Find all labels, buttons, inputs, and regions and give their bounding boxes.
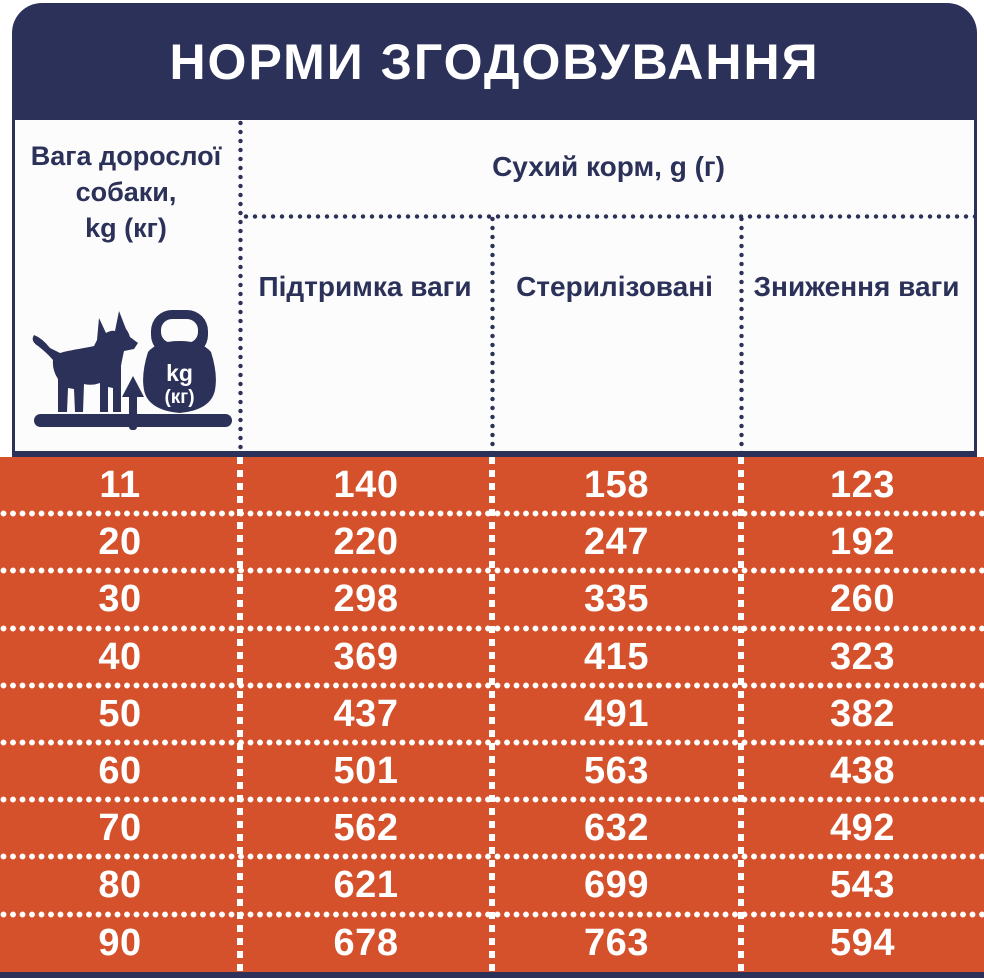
- weight-loss-value: 438: [830, 750, 895, 793]
- table-row: 80 621 699 543: [0, 857, 984, 918]
- weight-value: 11: [99, 464, 141, 507]
- feeding-values-table: 11 140 158 123 20 220 247 192 30 298 335…: [0, 457, 984, 972]
- kettlebell-kg-cyrillic-label: (кг): [164, 387, 194, 408]
- table-row: 20 220 247 192: [0, 514, 984, 575]
- dry-food-divider: [243, 214, 977, 219]
- kettlebell-kg-label: kg: [166, 360, 193, 386]
- weight-loss-value: 594: [830, 921, 895, 964]
- table-column-divider-3: [738, 457, 744, 972]
- kettlebell-icon: [143, 341, 216, 413]
- table-rows-container: 11 140 158 123 20 220 247 192 30 298 335…: [0, 457, 984, 972]
- weight-value: 90: [98, 921, 142, 964]
- sterilized-label: Стерилізовані: [516, 271, 713, 302]
- weight-header-line3: kg (кг): [85, 213, 167, 243]
- dog-icon: [32, 311, 138, 412]
- weight-value: 60: [98, 750, 142, 793]
- sterilized-value: 335: [584, 578, 649, 621]
- table-row: 90 678 763 594: [0, 915, 984, 972]
- sterilized-value: 247: [584, 521, 649, 564]
- table-header-section: Вага дорослої собаки, kg (кг) Сухий корм…: [12, 120, 977, 457]
- weight-value: 40: [98, 635, 142, 678]
- dry-food-label: Сухий корм, g (г): [492, 151, 725, 182]
- bottom-border: [0, 972, 984, 978]
- subcolumn-divider-1: [490, 216, 495, 451]
- dry-food-header-cell: Сухий корм, g (г): [240, 120, 977, 214]
- weight-header-line2: собаки,: [75, 177, 177, 207]
- weight-value: 30: [98, 578, 142, 621]
- weight-loss-label: Зниження ваги: [753, 271, 960, 302]
- weight-loss-value: 123: [830, 464, 895, 507]
- weight-column-divider: [238, 120, 243, 451]
- table-row: 70 562 632 492: [0, 800, 984, 861]
- table-row: 50 437 491 382: [0, 686, 984, 747]
- weight-loss-value: 492: [830, 807, 895, 850]
- header-bottom-border: [12, 451, 977, 457]
- sterilized-value: 563: [584, 750, 649, 793]
- title-bar: НОРМИ ЗГОДОВУВАННЯ: [12, 3, 977, 120]
- weight-loss-value: 260: [830, 578, 895, 621]
- table-column-divider-1: [237, 457, 243, 972]
- sterilized-value: 763: [584, 921, 649, 964]
- maintenance-value: 437: [333, 692, 399, 735]
- weight-loss-value: 382: [830, 692, 895, 735]
- weight-loss-value: 192: [830, 521, 895, 564]
- maintenance-value: 140: [333, 464, 399, 507]
- maintenance-value: 298: [333, 578, 399, 621]
- table-row: 40 369 415 323: [0, 629, 984, 689]
- maintenance-value: 621: [333, 864, 399, 907]
- sterilized-value: 158: [584, 464, 649, 507]
- weight-header-line1: Вага дорослої: [30, 141, 222, 171]
- sterilized-value: 415: [584, 635, 649, 678]
- weight-value: 50: [98, 692, 142, 735]
- column-header-sterilized: Стерилізовані: [490, 266, 739, 308]
- weight-value: 20: [98, 521, 142, 564]
- maintenance-value: 678: [333, 921, 399, 964]
- sterilized-value: 491: [584, 692, 649, 735]
- maintenance-value: 562: [333, 807, 399, 850]
- weight-value: 70: [98, 807, 142, 850]
- subcolumn-divider-2: [739, 216, 744, 451]
- maintenance-label: Підтримка ваги: [258, 271, 472, 302]
- column-header-maintenance: Підтримка ваги: [240, 266, 490, 308]
- maintenance-value: 369: [333, 635, 399, 678]
- header-right-border: [974, 120, 977, 457]
- table-row: 60 501 563 438: [0, 743, 984, 804]
- page-title: НОРМИ ЗГОДОВУВАННЯ: [169, 33, 820, 90]
- table-row: 30 298 335 260: [0, 571, 984, 632]
- column-header-weight-loss: Зниження ваги: [739, 266, 974, 308]
- weight-value: 80: [98, 864, 142, 907]
- header-left-border: [12, 120, 15, 457]
- dog-weight-scale-icon: kg (кг): [32, 310, 232, 430]
- sterilized-value: 699: [584, 864, 649, 907]
- sterilized-value: 632: [584, 807, 649, 850]
- maintenance-value: 501: [333, 750, 399, 793]
- maintenance-value: 220: [333, 521, 399, 564]
- table-row: 11 140 158 123: [0, 457, 984, 518]
- arrow-up-icon: [122, 376, 144, 397]
- table-column-divider-2: [489, 457, 495, 972]
- weight-header-cell: Вага дорослої собаки, kg (кг): [12, 138, 240, 246]
- weight-loss-value: 543: [830, 864, 895, 907]
- weight-loss-value: 323: [830, 635, 895, 678]
